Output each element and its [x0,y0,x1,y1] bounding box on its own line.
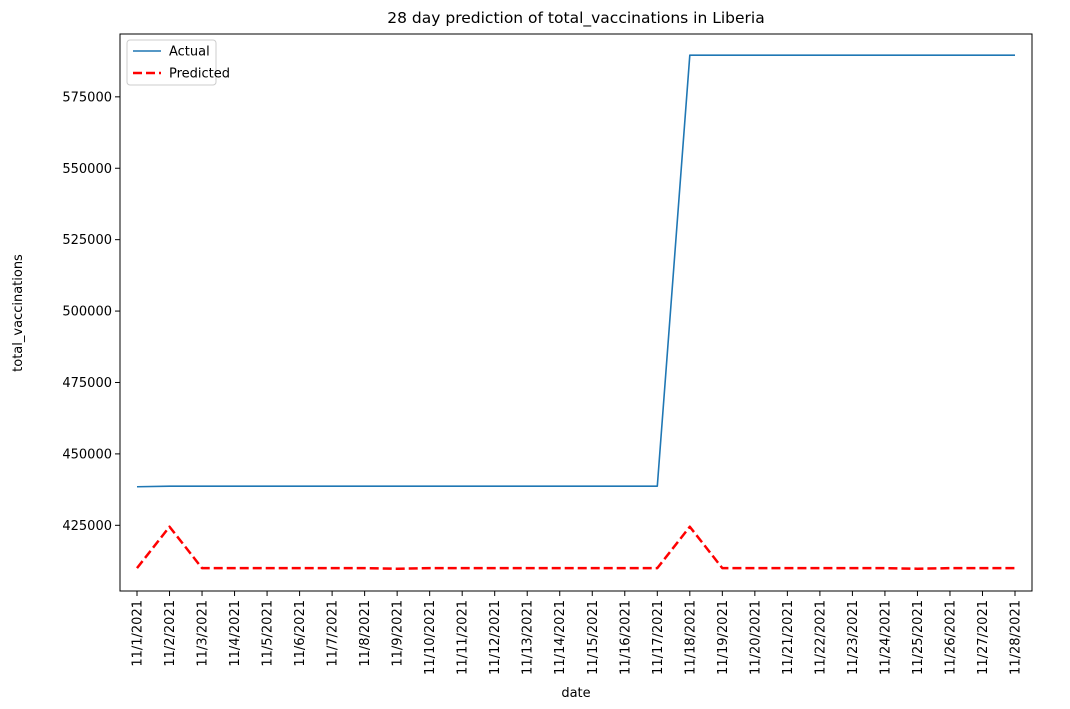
x-tick-label: 11/3/2021 [196,600,211,667]
x-tick-label: 11/11/2021 [456,600,471,675]
x-tick-label: 11/18/2021 [683,600,698,675]
x-tick-label: 11/22/2021 [813,600,828,675]
x-tick-label: 11/28/2021 [1009,600,1024,675]
x-tick-label: 11/27/2021 [976,600,991,675]
x-tick-label: 11/14/2021 [553,600,568,675]
x-tick-label: 11/21/2021 [781,600,796,675]
y-tick-label: 475000 [62,376,112,391]
x-tick-label: 11/17/2021 [651,600,666,675]
x-tick-label: 11/24/2021 [878,600,893,675]
legend-label: Actual [169,45,210,60]
x-tick-label: 11/23/2021 [846,600,861,675]
y-tick-label: 550000 [62,162,112,177]
axes-frame [119,33,1033,592]
series-line-predicted [136,525,1015,570]
y-tick-label: 525000 [62,233,112,248]
x-tick-label: 11/19/2021 [716,600,731,675]
x-tick-label: 11/15/2021 [586,600,601,675]
y-axis: 425000 450000 475000 500000 525000 550000 5750… [62,90,120,534]
x-axis: 11/1/2021 11/2/2021 11/3/2021 11/4/2021 11/5… [131,591,1024,675]
x-tick-label: 11/13/2021 [521,600,536,675]
plot-area [136,54,1015,570]
x-tick-label: 11/9/2021 [391,600,406,667]
legend: Actual Predicted [126,39,230,86]
x-tick-label: 11/6/2021 [293,600,308,667]
x-tick-label: 11/5/2021 [261,600,276,667]
y-tick-label: 450000 [62,447,112,462]
x-axis-label: date [561,686,590,701]
chart-title: 28 day prediction of total_vaccinations … [387,9,764,28]
x-tick-label: 11/8/2021 [358,600,373,667]
y-tick-label: 500000 [62,305,112,320]
x-tick-label: 11/7/2021 [326,600,341,667]
x-tick-label: 11/20/2021 [748,600,763,675]
x-tick-label: 11/12/2021 [488,600,503,675]
y-tick-label: 575000 [62,90,112,105]
x-tick-label: 11/25/2021 [911,600,926,675]
x-tick-label: 11/26/2021 [943,600,958,675]
x-tick-label: 11/4/2021 [228,600,243,667]
x-tick-label: 11/2/2021 [163,600,178,667]
y-tick-label: 425000 [62,519,112,534]
series-line-actual [136,54,1015,488]
x-tick-label: 11/1/2021 [131,600,146,667]
x-tick-label: 11/10/2021 [423,600,438,675]
x-tick-label: 11/16/2021 [618,600,633,675]
y-axis-label: total_vaccinations [11,254,26,372]
legend-label: Predicted [169,67,230,82]
